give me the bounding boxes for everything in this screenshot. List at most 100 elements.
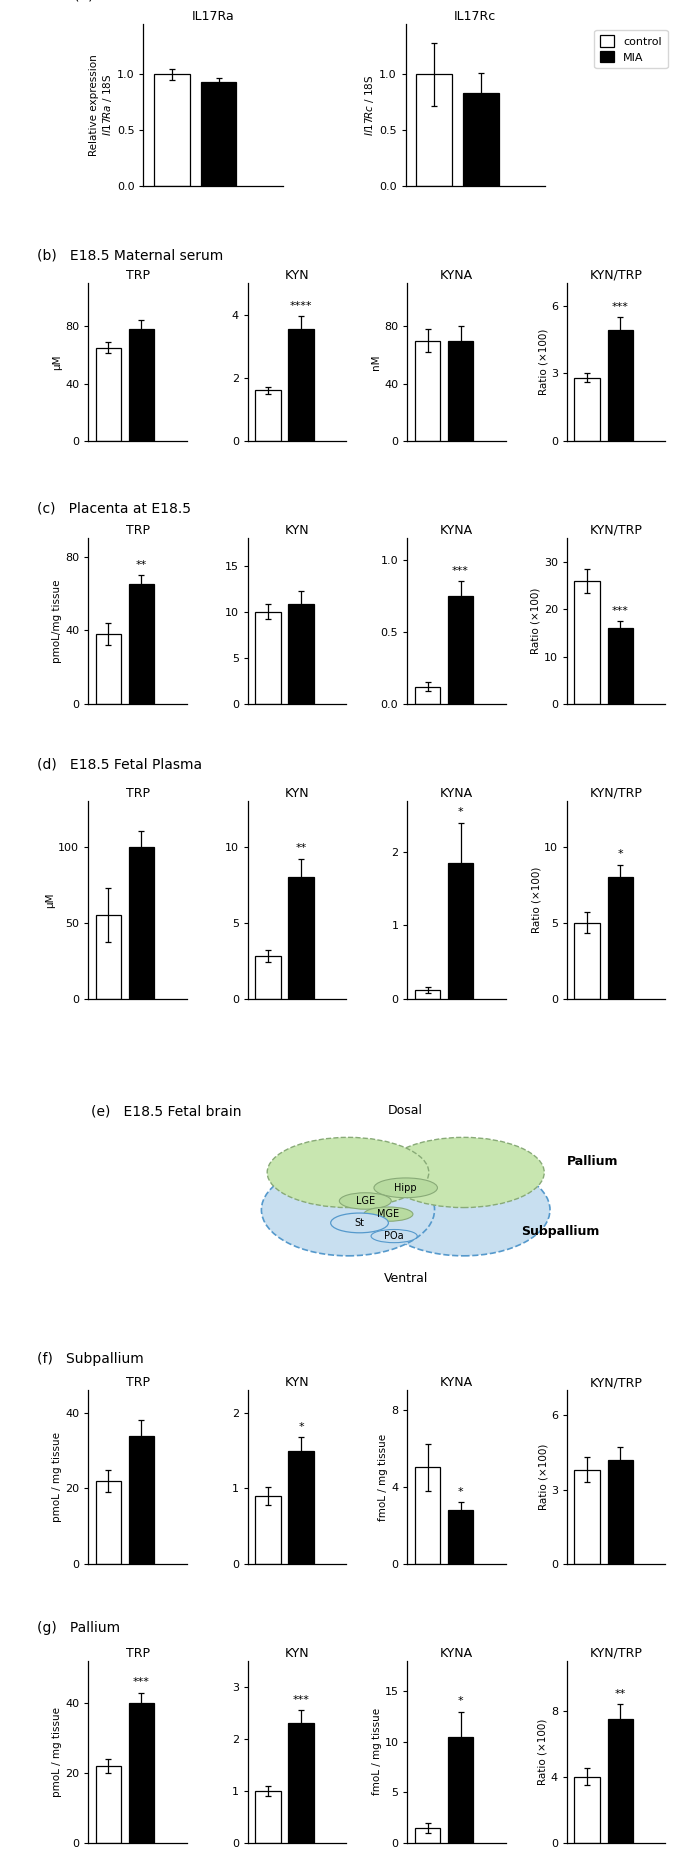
Ellipse shape — [331, 1213, 388, 1233]
Title: KYN/TRP: KYN/TRP — [590, 1646, 642, 1659]
Text: *: * — [458, 807, 463, 817]
Ellipse shape — [377, 1163, 550, 1256]
Title: IL17Ra: IL17Ra — [191, 9, 234, 22]
Bar — [289, 330, 314, 441]
Bar — [255, 1496, 280, 1563]
Bar — [574, 922, 600, 998]
Title: TRP: TRP — [126, 269, 149, 282]
Ellipse shape — [340, 1193, 391, 1209]
Y-axis label: Ratio (×100): Ratio (×100) — [538, 330, 548, 394]
Bar — [255, 956, 280, 998]
Bar — [574, 1470, 600, 1563]
Y-axis label: Ratio (×100): Ratio (×100) — [531, 867, 541, 933]
Text: *: * — [458, 1487, 463, 1496]
Bar — [415, 341, 440, 441]
Bar — [129, 846, 154, 998]
Y-axis label: Ratio (×100): Ratio (×100) — [538, 1445, 548, 1509]
Ellipse shape — [268, 1137, 429, 1208]
Text: Ventral: Ventral — [384, 1272, 428, 1285]
Y-axis label: μM: μM — [45, 893, 56, 907]
Title: KYNA: KYNA — [440, 1376, 473, 1389]
Bar — [96, 1482, 121, 1563]
Bar — [96, 915, 121, 998]
Bar — [255, 1791, 280, 1843]
Title: KYN: KYN — [285, 269, 310, 282]
Y-axis label: nM: nM — [371, 354, 382, 370]
Bar — [608, 1459, 633, 1563]
Text: ****: **** — [290, 300, 312, 311]
Text: **: ** — [614, 1689, 626, 1698]
Title: TRP: TRP — [126, 1376, 149, 1389]
Text: (c)   Placenta at E18.5: (c) Placenta at E18.5 — [37, 502, 191, 515]
Text: **: ** — [295, 843, 307, 854]
Bar — [608, 330, 633, 441]
Text: *: * — [298, 1422, 304, 1432]
Title: KYNA: KYNA — [440, 269, 473, 282]
Title: KYN: KYN — [285, 787, 310, 800]
Y-axis label: Ratio (×100): Ratio (×100) — [531, 587, 541, 654]
Text: *: * — [458, 1696, 463, 1706]
Y-axis label: $\it{Il17Rc}$ / 18S: $\it{Il17Rc}$ / 18S — [363, 74, 376, 135]
Bar — [201, 81, 236, 185]
Ellipse shape — [371, 1230, 417, 1243]
Y-axis label: Ratio (×100): Ratio (×100) — [538, 1719, 548, 1785]
Y-axis label: pmoL / mg tissue: pmoL / mg tissue — [52, 1708, 62, 1796]
Bar — [608, 1719, 633, 1843]
Bar — [574, 1776, 600, 1843]
Bar — [608, 628, 633, 704]
Bar — [255, 391, 280, 441]
Title: KYN/TRP: KYN/TRP — [590, 524, 642, 537]
Legend: control, MIA: control, MIA — [594, 30, 667, 69]
Y-axis label: fmoL / mg tissue: fmoL / mg tissue — [371, 1708, 382, 1795]
Text: (g)   Pallium: (g) Pallium — [37, 1620, 120, 1635]
Bar — [448, 1509, 473, 1563]
Title: TRP: TRP — [126, 1646, 149, 1659]
Bar — [448, 596, 473, 704]
Title: TRP: TRP — [126, 787, 149, 800]
Title: IL17Rc: IL17Rc — [454, 9, 496, 22]
Title: KYN: KYN — [285, 524, 310, 537]
Title: KYNA: KYNA — [440, 1646, 473, 1659]
Bar — [289, 1450, 314, 1563]
Title: KYN/TRP: KYN/TRP — [590, 1376, 642, 1389]
Y-axis label: pmoL / mg tissue: pmoL / mg tissue — [52, 1432, 62, 1522]
Bar — [289, 604, 314, 704]
Bar — [129, 583, 154, 704]
Bar — [96, 633, 121, 704]
Y-axis label: fmoL / mg tissue: fmoL / mg tissue — [378, 1433, 388, 1520]
Text: Hipp: Hipp — [394, 1183, 417, 1193]
Title: KYN: KYN — [285, 1376, 310, 1389]
Text: MGE: MGE — [378, 1209, 399, 1219]
Y-axis label: pmoL/mg tissue: pmoL/mg tissue — [52, 580, 62, 663]
Ellipse shape — [364, 1208, 413, 1220]
Bar — [608, 878, 633, 998]
Text: (e)   E18.5 Fetal brain: (e) E18.5 Fetal brain — [91, 1104, 242, 1119]
Text: LGE: LGE — [356, 1196, 375, 1206]
Bar — [129, 1435, 154, 1563]
Ellipse shape — [374, 1178, 437, 1198]
Text: (f)   Subpallium: (f) Subpallium — [37, 1352, 144, 1367]
Text: ***: *** — [612, 302, 629, 313]
Text: (b)   E18.5 Maternal serum: (b) E18.5 Maternal serum — [37, 248, 223, 263]
Bar — [154, 74, 189, 185]
Text: ***: *** — [293, 1695, 310, 1706]
Title: KYN: KYN — [285, 1646, 310, 1659]
Bar — [415, 687, 440, 704]
Title: KYN/TRP: KYN/TRP — [590, 269, 642, 282]
Bar — [463, 93, 498, 185]
Bar — [416, 74, 452, 185]
Bar — [289, 878, 314, 998]
Title: KYN/TRP: KYN/TRP — [590, 787, 642, 800]
Text: Subpallium: Subpallium — [521, 1226, 600, 1239]
Y-axis label: Relative expression
$\it{Il17Ra}$ / 18S: Relative expression $\it{Il17Ra}$ / 18S — [89, 54, 114, 156]
Ellipse shape — [261, 1163, 435, 1256]
Title: KYNA: KYNA — [440, 524, 473, 537]
Bar — [574, 582, 600, 704]
Bar — [574, 378, 600, 441]
Text: ***: *** — [452, 567, 469, 576]
Text: *: * — [617, 848, 623, 859]
Bar — [448, 1737, 473, 1843]
Bar — [415, 1467, 440, 1563]
Text: ***: *** — [612, 606, 629, 617]
Bar — [448, 341, 473, 441]
